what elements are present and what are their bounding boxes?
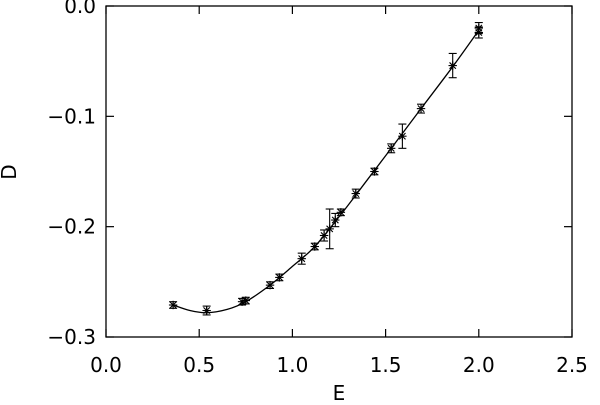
- marker-stroke: [242, 297, 250, 305]
- y-axis-label: D: [0, 164, 21, 179]
- data-point: [351, 189, 360, 198]
- x-tick-label: 0.5: [183, 353, 215, 377]
- marker-stroke: [311, 242, 319, 251]
- marker-stroke: [326, 225, 334, 233]
- marker-stroke: [266, 281, 274, 289]
- x-tick-label: 2.0: [463, 353, 495, 377]
- data-point: [168, 300, 178, 310]
- marker-stroke: [169, 301, 177, 309]
- y-tick-label: −0.1: [47, 104, 96, 128]
- marker-stroke: [331, 216, 339, 224]
- data-point: [370, 167, 379, 176]
- marker-stroke: [352, 190, 360, 198]
- marker-stroke: [449, 62, 457, 70]
- marker-stroke: [337, 208, 345, 216]
- y-tick-label: 0.0: [64, 0, 96, 18]
- data-point: [325, 224, 334, 234]
- marker-stroke: [320, 231, 328, 240]
- marker-stroke: [370, 167, 378, 176]
- data-point: [386, 144, 396, 153]
- marker-stroke: [203, 306, 211, 315]
- marker-stroke: [417, 105, 425, 113]
- data-point: [398, 131, 407, 141]
- marker-stroke: [475, 24, 483, 32]
- axis-ticks: [105, 5, 573, 338]
- marker-stroke: [387, 144, 395, 152]
- x-tick-label: 2.5: [556, 353, 588, 377]
- data-point: [202, 306, 211, 315]
- y-tick-label: −0.3: [47, 325, 96, 349]
- data-point: [448, 61, 457, 70]
- data-point: [331, 215, 340, 225]
- data-markers: [168, 23, 483, 315]
- marker-stroke: [275, 273, 283, 281]
- data-point: [275, 273, 284, 282]
- data-point: [336, 208, 346, 217]
- data-point: [319, 231, 329, 240]
- y-tick-label: −0.2: [47, 215, 96, 239]
- data-point: [241, 296, 250, 305]
- error-bars: [169, 21, 483, 316]
- x-tick-label: 1.0: [276, 353, 308, 377]
- plot-frame: [105, 5, 573, 338]
- fit-curve: [172, 29, 480, 314]
- x-tick-label: 1.5: [370, 353, 402, 377]
- data-point: [297, 254, 306, 263]
- data-point: [265, 280, 275, 290]
- data-point: [310, 242, 319, 251]
- data-point: [416, 104, 426, 113]
- x-axis-label: E: [333, 381, 346, 405]
- x-tick-label: 0.0: [90, 353, 122, 377]
- marker-stroke: [398, 132, 406, 140]
- axis-tick-labels: 0.0 0.5 1.0 1.5 2.0 2.5 0.0 −0.1 −0.2 −0.3: [47, 0, 587, 377]
- marker-stroke: [298, 255, 306, 263]
- data-point: [474, 23, 483, 33]
